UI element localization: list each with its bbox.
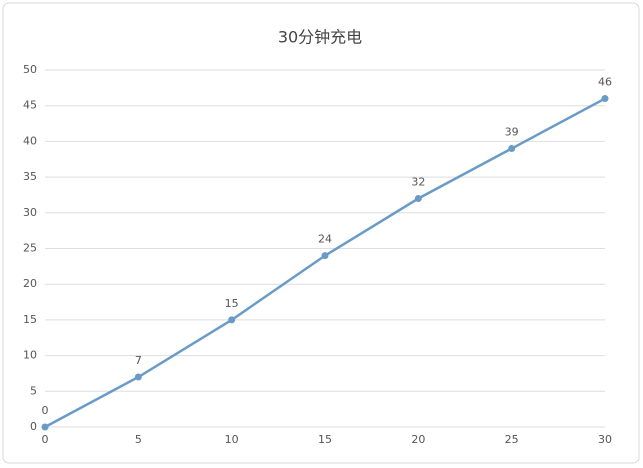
data-point — [228, 316, 236, 324]
x-tick-label: 10 — [225, 433, 239, 446]
data-point — [134, 373, 142, 381]
data-point — [414, 195, 422, 203]
data-label: 7 — [135, 354, 142, 367]
y-tick-label: 20 — [23, 277, 37, 290]
x-tick-label: 30 — [598, 433, 612, 446]
y-tick-label: 35 — [23, 170, 37, 183]
y-tick-label: 10 — [23, 349, 37, 362]
y-tick-label: 40 — [23, 134, 37, 147]
x-tick-label: 20 — [411, 433, 425, 446]
y-tick-label: 15 — [23, 313, 37, 326]
data-label: 46 — [598, 76, 612, 89]
data-point — [41, 423, 49, 431]
y-tick-label: 30 — [23, 206, 37, 219]
data-point — [321, 252, 329, 260]
data-label: 15 — [225, 297, 239, 310]
data-label: 0 — [42, 404, 49, 417]
y-tick-label: 0 — [30, 420, 37, 433]
x-tick-label: 15 — [318, 433, 332, 446]
chart-frame — [2, 2, 640, 464]
y-tick-label: 25 — [23, 242, 37, 255]
y-tick-label: 45 — [23, 99, 37, 112]
chart-title: 30分钟充电 — [278, 28, 362, 47]
data-label: 39 — [505, 126, 519, 139]
data-point — [508, 145, 516, 153]
x-tick-label: 0 — [42, 433, 49, 446]
y-tick-label: 5 — [30, 384, 37, 397]
data-label: 32 — [411, 176, 425, 189]
x-tick-label: 25 — [505, 433, 519, 446]
y-tick-label: 50 — [23, 63, 37, 76]
x-tick-label: 5 — [135, 433, 142, 446]
data-point — [601, 95, 609, 103]
data-label: 24 — [318, 233, 332, 246]
